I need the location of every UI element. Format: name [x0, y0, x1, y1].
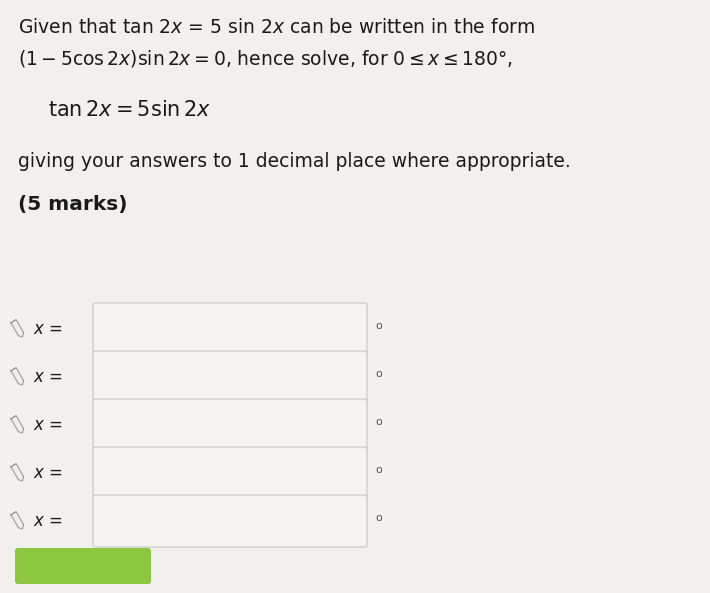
Text: $(1 - 5\cos 2x)\sin 2x = 0$, hence solve, for $0 \leq x \leq 180°$,: $(1 - 5\cos 2x)\sin 2x = 0$, hence solve… — [18, 48, 513, 69]
Text: $x$ =: $x$ = — [33, 416, 62, 434]
Text: $x$ =: $x$ = — [33, 368, 62, 386]
FancyBboxPatch shape — [93, 495, 367, 547]
Text: o: o — [375, 513, 382, 523]
FancyBboxPatch shape — [93, 447, 367, 499]
Text: giving your answers to 1 decimal place where appropriate.: giving your answers to 1 decimal place w… — [18, 152, 571, 171]
FancyBboxPatch shape — [15, 548, 151, 584]
FancyBboxPatch shape — [93, 399, 367, 451]
FancyBboxPatch shape — [93, 351, 367, 403]
Text: (5 marks): (5 marks) — [18, 195, 128, 214]
Text: $x$ =: $x$ = — [33, 464, 62, 482]
Text: $x$ =: $x$ = — [33, 512, 62, 530]
Text: o: o — [375, 465, 382, 475]
Text: o: o — [375, 369, 382, 379]
Text: $x$ =: $x$ = — [33, 320, 62, 338]
Text: Given that tan 2$x$ = 5 sin 2$x$ can be written in the form: Given that tan 2$x$ = 5 sin 2$x$ can be … — [18, 18, 535, 37]
Text: o: o — [375, 321, 382, 331]
FancyBboxPatch shape — [93, 303, 367, 355]
Text: $\tan 2x = 5\sin 2x$: $\tan 2x = 5\sin 2x$ — [48, 100, 212, 120]
Text: o: o — [375, 417, 382, 427]
